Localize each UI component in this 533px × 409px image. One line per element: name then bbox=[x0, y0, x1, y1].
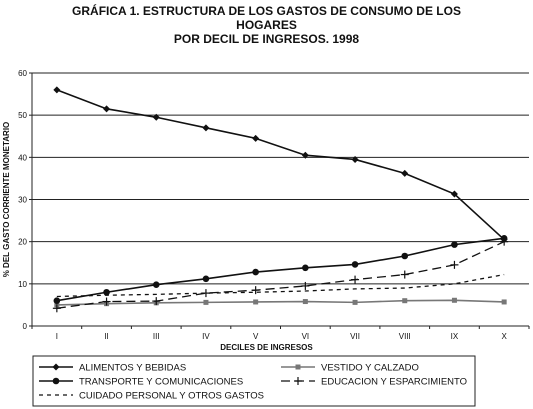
chart-title-line-2: HOGARES bbox=[236, 18, 297, 32]
data-series bbox=[52, 86, 509, 313]
legend-label-vestido-y-calzado: VESTIDO Y CALZADO bbox=[321, 363, 419, 374]
x-tick-label-IV: IV bbox=[202, 332, 210, 341]
y-tick-label-60: 60 bbox=[18, 69, 27, 78]
data-point-educacion-y-esparcimiento-IX bbox=[450, 260, 459, 269]
y-axis-title: % DEL GASTO CORRIENTE MONETARIO bbox=[2, 122, 11, 278]
legend-label-alimentos-y-bebidas: ALIMENTOS Y BEBIDAS bbox=[79, 363, 186, 374]
data-point-transporte-y-comunicaciones-IV bbox=[202, 275, 210, 283]
series-transporte-y-comunicaciones bbox=[53, 234, 508, 305]
series-line-transporte-y-comunicaciones bbox=[56, 237, 505, 302]
y-tick-label-40: 40 bbox=[18, 153, 27, 162]
data-point-alimentos-y-bebidas-III bbox=[152, 113, 160, 121]
x-tick-label-VII: VII bbox=[350, 332, 360, 341]
y-tick-label-20: 20 bbox=[18, 238, 27, 247]
legend-marker-vestido-y-calzado bbox=[295, 364, 301, 370]
x-tick-label-X: X bbox=[501, 332, 507, 341]
data-point-alimentos-y-bebidas-IV bbox=[202, 124, 210, 132]
x-tick-label-VI: VI bbox=[302, 332, 310, 341]
data-point-alimentos-y-bebidas-V bbox=[252, 134, 260, 142]
data-point-transporte-y-comunicaciones-VII bbox=[351, 261, 359, 268]
x-tick-label-II: II bbox=[104, 332, 108, 341]
data-point-transporte-y-comunicaciones-IX bbox=[451, 241, 458, 248]
data-point-alimentos-y-bebidas-II bbox=[103, 105, 111, 113]
x-axis-title: DECILES DE INGRESOS bbox=[220, 343, 313, 352]
legend-item-alimentos-y-bebidas: ALIMENTOS Y BEBIDAS bbox=[39, 363, 186, 374]
x-tick-label-V: V bbox=[253, 332, 259, 341]
y-tick-label-30: 30 bbox=[18, 196, 27, 205]
data-point-educacion-y-esparcimiento-I bbox=[52, 304, 61, 313]
data-point-educacion-y-esparcimiento-II bbox=[102, 297, 111, 306]
legend-item-vestido-y-calzado: VESTIDO Y CALZADO bbox=[281, 363, 419, 374]
legend-label-educacion-y-esparcimiento: EDUCACION Y ESPARCIMIENTO bbox=[321, 377, 467, 388]
data-point-transporte-y-comunicaciones-I bbox=[53, 297, 61, 305]
data-point-vestido-y-calzado-V bbox=[253, 299, 259, 305]
legend-label-cuidado-personal-y-otros-gastos: CUIDADO PERSONAL Y OTROS GASTOS bbox=[79, 391, 264, 402]
series-alimentos-y-bebidas bbox=[53, 86, 508, 244]
legend-label-transporte-y-comunicaciones: TRANSPORTE Y COMUNICACIONES bbox=[79, 377, 243, 388]
legend: ALIMENTOS Y BEBIDAS VESTIDO Y CALZADO TRAN… bbox=[32, 355, 476, 407]
legend-marker-alimentos-y-bebidas bbox=[52, 363, 60, 371]
series-line-cuidado-personal-y-otros-gastos bbox=[56, 273, 505, 298]
y-tick-label-50: 50 bbox=[18, 111, 27, 120]
y-tick-label-10: 10 bbox=[18, 280, 27, 289]
data-point-transporte-y-comunicaciones-II bbox=[103, 288, 110, 296]
data-point-vestido-y-calzado-VI bbox=[302, 299, 308, 305]
data-point-educacion-y-esparcimiento-VIII bbox=[400, 270, 409, 279]
gridlines bbox=[32, 72, 529, 285]
data-point-alimentos-y-bebidas-VIII bbox=[401, 169, 409, 177]
x-tick-label-III: III bbox=[153, 332, 160, 341]
series-line-alimentos-y-bebidas bbox=[56, 89, 505, 241]
x-tick-label-VIII: VIII bbox=[399, 332, 411, 341]
series-vestido-y-calzado bbox=[54, 297, 507, 308]
legend-marker-transporte-y-comunicaciones bbox=[52, 377, 60, 385]
data-point-educacion-y-esparcimiento-III bbox=[152, 297, 161, 306]
data-point-alimentos-y-bebidas-IX bbox=[450, 190, 458, 198]
data-point-educacion-y-esparcimiento-V bbox=[251, 286, 260, 295]
data-point-educacion-y-esparcimiento-X bbox=[500, 237, 509, 246]
data-point-educacion-y-esparcimiento-VI bbox=[301, 281, 310, 290]
series-cuidado-personal-y-otros-gastos bbox=[56, 273, 505, 298]
data-point-transporte-y-comunicaciones-V bbox=[252, 268, 259, 276]
data-point-transporte-y-comunicaciones-III bbox=[152, 281, 160, 288]
data-point-vestido-y-calzado-X bbox=[501, 299, 507, 305]
data-point-alimentos-y-bebidas-VI bbox=[301, 151, 309, 159]
legend-item-transporte-y-comunicaciones: TRANSPORTE Y COMUNICACIONES bbox=[39, 377, 243, 388]
legend-box bbox=[32, 355, 476, 407]
y-tick-label-0: 0 bbox=[23, 322, 28, 331]
legend-item-cuidado-personal-y-otros-gastos: CUIDADO PERSONAL Y OTROS GASTOS bbox=[39, 391, 264, 402]
data-point-vestido-y-calzado-IV bbox=[203, 299, 209, 305]
x-tick-label-IX: IX bbox=[451, 332, 459, 341]
series-line-educacion-y-esparcimiento bbox=[56, 241, 505, 309]
data-point-transporte-y-comunicaciones-VIII bbox=[401, 252, 409, 260]
data-point-alimentos-y-bebidas-I bbox=[53, 86, 61, 94]
chart-title: GRÁFICA 1. ESTRUCTURA DE LOS GASTOS DE C… bbox=[0, 4, 533, 46]
data-point-vestido-y-calzado-IX bbox=[451, 297, 457, 303]
x-tick-label-I: I bbox=[56, 332, 58, 341]
legend-marker-educacion-y-esparcimiento bbox=[294, 377, 302, 385]
data-point-transporte-y-comunicaciones-VI bbox=[302, 264, 309, 272]
series-line-vestido-y-calzado bbox=[56, 299, 505, 306]
chart-title-line-3: POR DECIL DE INGRESOS. 1998 bbox=[173, 32, 360, 46]
series-educacion-y-esparcimiento bbox=[52, 237, 509, 313]
data-point-educacion-y-esparcimiento-VII bbox=[351, 275, 360, 284]
data-point-vestido-y-calzado-VII bbox=[352, 299, 358, 305]
chart-title-line-1: GRÁFICA 1. ESTRUCTURA DE LOS GASTOS DE C… bbox=[72, 4, 461, 18]
data-point-alimentos-y-bebidas-VII bbox=[351, 155, 359, 163]
legend-item-educacion-y-esparcimiento: EDUCACION Y ESPARCIMIENTO bbox=[281, 377, 467, 388]
data-point-vestido-y-calzado-VIII bbox=[402, 298, 408, 304]
